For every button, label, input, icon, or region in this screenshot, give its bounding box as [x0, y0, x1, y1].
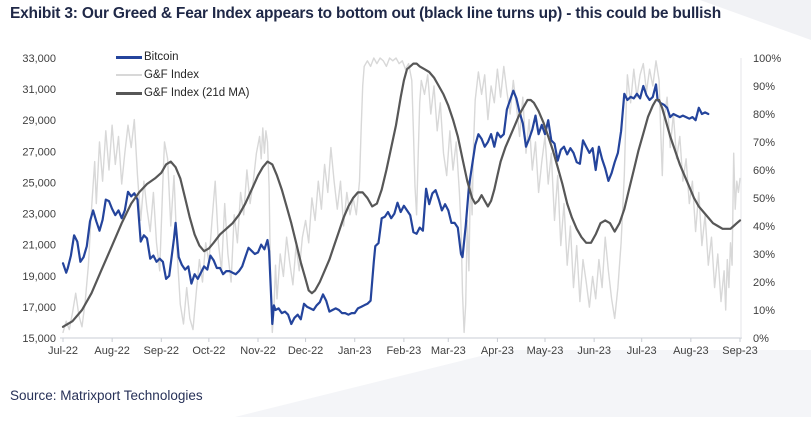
x-tick-label: Feb-23 — [386, 345, 421, 357]
series-g-f-index-21d-ma — [61, 62, 742, 328]
x-tick-label: Nov-22 — [240, 345, 275, 357]
y-left-tick-label: 29,000 — [22, 115, 56, 127]
source-attribution: Source: Matrixport Technologies — [10, 388, 203, 403]
x-tick-label: Mar-23 — [431, 345, 466, 357]
y-right-tick-label: 70% — [753, 137, 775, 149]
chart-legend: Bitcoin G&F Index G&F Index (21d MA) — [116, 48, 249, 102]
y-left-tick-label: 23,000 — [22, 209, 56, 221]
gf-ma-line-swatch — [116, 91, 142, 95]
y-left-tick-label: 33,000 — [22, 53, 56, 65]
y-left-tick-label: 31,000 — [22, 84, 56, 96]
y-left-tick-label: 15,000 — [22, 333, 56, 345]
x-tick-label: Jun-23 — [577, 345, 611, 357]
x-tick-label: Jul-22 — [48, 345, 78, 357]
y-right-tick-label: 40% — [753, 221, 775, 233]
y-right-tick-label: 30% — [753, 249, 775, 261]
legend-item-gf-index: G&F Index — [116, 66, 249, 84]
y-left-tick-label: 27,000 — [22, 146, 56, 158]
y-right-tick-label: 90% — [753, 81, 775, 93]
x-tick-label: Oct-22 — [192, 345, 225, 357]
y-right-tick-label: 100% — [753, 53, 781, 65]
watermark-bottom-band — [235, 350, 811, 417]
legend-label: G&F Index — [144, 69, 199, 81]
y-left-tick-label: 19,000 — [22, 271, 56, 283]
y-left-tick-label: 25,000 — [22, 177, 56, 189]
exhibit-title: Exhibit 3: Our Greed & Fear Index appear… — [10, 5, 721, 22]
bitcoin-line-swatch — [116, 55, 142, 59]
watermark-top-right-wedge — [700, 0, 811, 40]
series-bitcoin — [61, 83, 710, 326]
x-tick-label: Apr-23 — [481, 345, 514, 357]
x-tick-label: May-23 — [527, 345, 564, 357]
y-right-tick-label: 20% — [753, 277, 775, 289]
legend-item-gf-ma: G&F Index (21d MA) — [116, 84, 249, 102]
legend-label: G&F Index (21d MA) — [144, 87, 250, 99]
x-tick-label: Sep-23 — [722, 345, 757, 357]
x-tick-label: Dec-22 — [288, 345, 323, 357]
x-tick-label: Jul-23 — [627, 345, 657, 357]
x-tick-label: Jan-23 — [338, 345, 372, 357]
y-right-tick-label: 50% — [753, 193, 775, 205]
legend-item-bitcoin: Bitcoin — [116, 48, 249, 66]
x-tick-label: Sep-22 — [144, 345, 179, 357]
gf-index-line-swatch — [116, 74, 142, 76]
y-left-tick-label: 21,000 — [22, 240, 56, 252]
x-tick-label: Aug-23 — [673, 345, 708, 357]
series-g-f-index — [62, 57, 741, 334]
x-tick-label: Aug-22 — [94, 345, 129, 357]
y-right-tick-label: 80% — [753, 109, 775, 121]
y-left-tick-label: 17,000 — [22, 302, 56, 314]
y-right-tick-label: 60% — [753, 165, 775, 177]
legend-label: Bitcoin — [144, 51, 179, 63]
y-right-tick-label: 10% — [753, 305, 775, 317]
y-right-tick-label: 0% — [753, 333, 769, 345]
